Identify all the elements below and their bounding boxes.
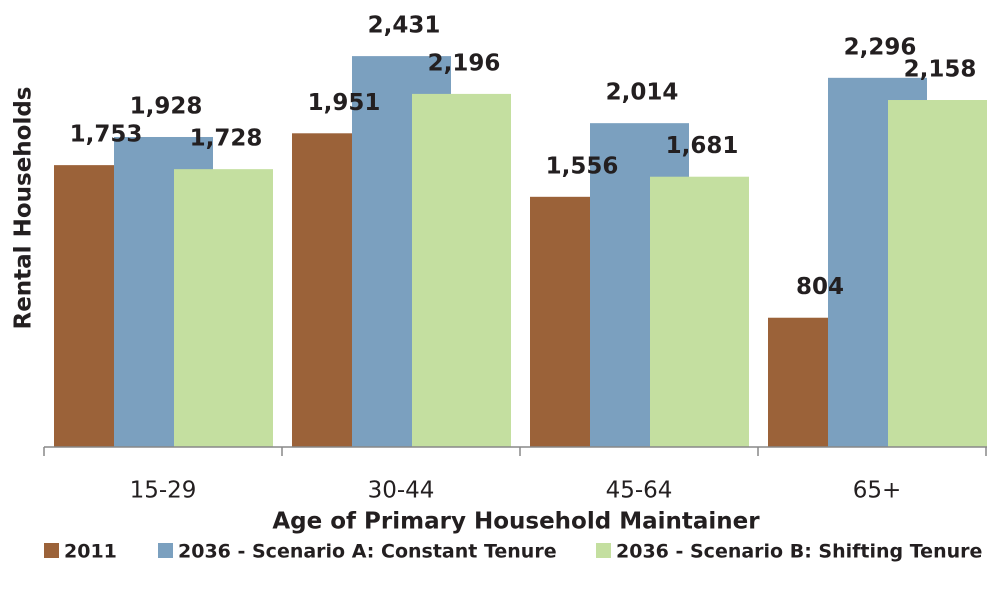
- value-label: 2,158: [904, 57, 977, 83]
- bar: [412, 93, 511, 447]
- legend-swatch: [158, 543, 173, 558]
- bar: [650, 176, 749, 447]
- value-label: 2,014: [606, 80, 679, 106]
- value-label: 804: [796, 274, 844, 300]
- x-tick-label: 45-64: [606, 478, 673, 504]
- y-axis-title: Rental Households: [11, 86, 37, 329]
- value-label: 2,296: [844, 34, 917, 60]
- legend-label: 2011: [64, 541, 117, 563]
- value-label: 1,753: [70, 122, 143, 148]
- value-label: 1,728: [190, 126, 263, 152]
- x-axis-title: Age of Primary Household Maintainer: [272, 509, 760, 535]
- x-tick-label: 30-44: [368, 478, 435, 504]
- legend-label: 2036 - Scenario A: Constant Tenure: [178, 541, 557, 563]
- value-label: 1,951: [308, 90, 381, 116]
- bar: [174, 169, 273, 447]
- bar: [888, 100, 987, 447]
- value-label: 2,431: [368, 13, 441, 39]
- legend-swatch: [44, 543, 59, 558]
- legend-swatch: [596, 543, 611, 558]
- legend-label: 2036 - Scenario B: Shifting Tenure: [616, 541, 982, 563]
- value-label: 1,556: [546, 153, 619, 179]
- value-label: 1,928: [130, 93, 203, 119]
- value-label: 1,681: [666, 133, 739, 159]
- x-tick-label: 15-29: [130, 478, 197, 504]
- x-tick-label: 65+: [853, 478, 902, 504]
- value-label: 2,196: [428, 50, 501, 76]
